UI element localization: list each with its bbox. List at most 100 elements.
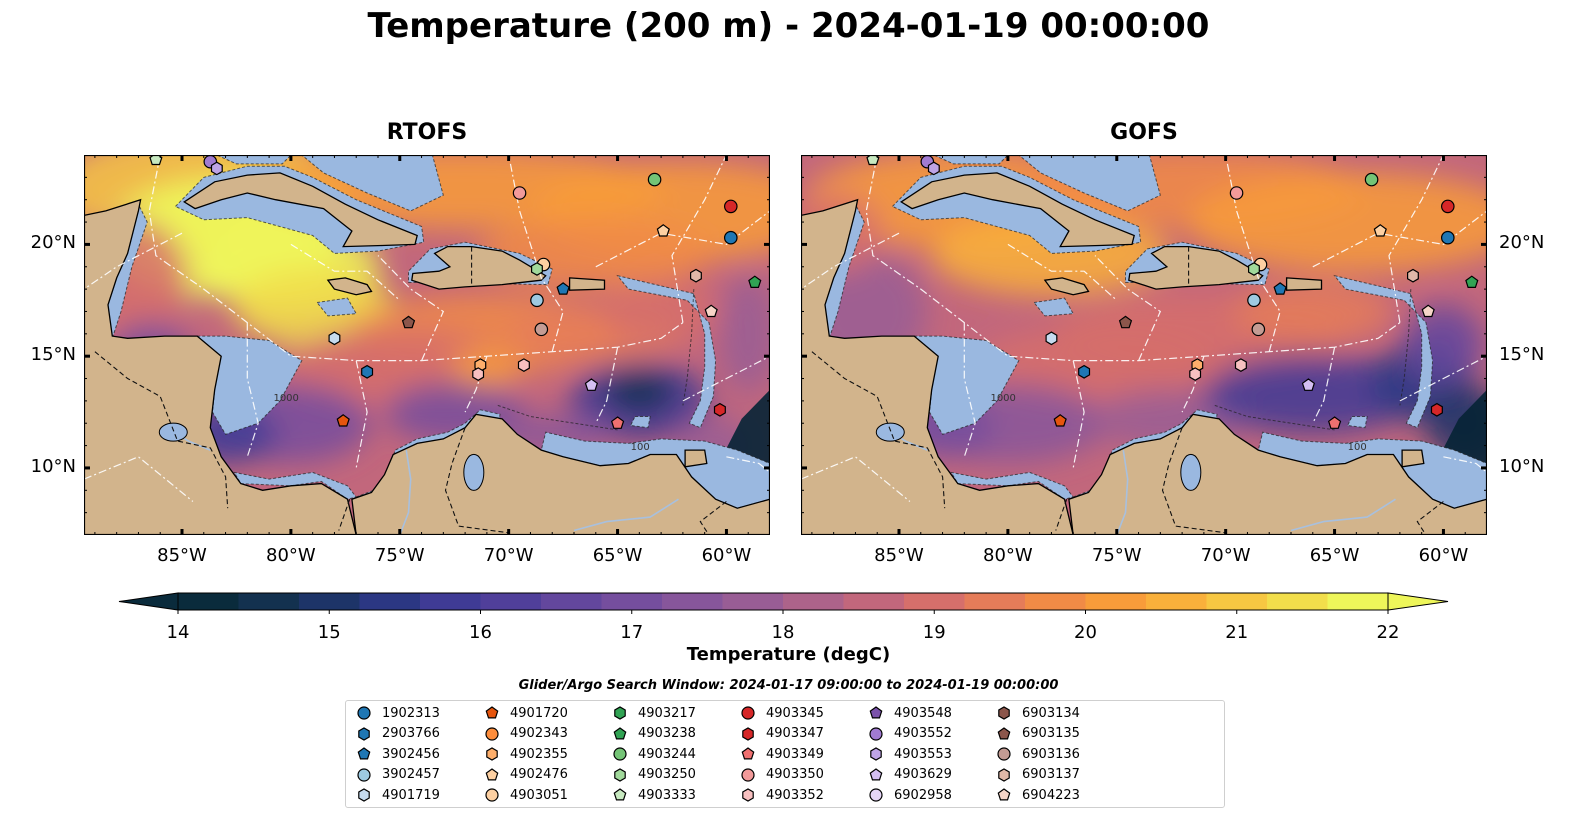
legend-label: 4903347 [766,726,824,741]
legend-label: 4903553 [894,746,952,762]
colorbar-segment [601,593,663,610]
hexagon-marker-icon [742,726,754,741]
float-marker-2903766[interactable] [1078,364,1091,379]
pentagon-marker-icon [485,767,499,780]
float-marker-4903350[interactable] [1229,186,1244,200]
float-marker-6903136[interactable] [534,322,549,337]
colorbar-segment [1267,593,1328,610]
legend-label: 4903629 [894,767,952,782]
legend-item-4903350: 4903350 [740,765,824,785]
legend-label: 4901720 [510,705,568,721]
hexagon-marker-icon [358,726,370,741]
pentagon-marker-icon [613,726,627,739]
float-marker-6903137[interactable] [689,268,702,283]
float-marker-4903345[interactable] [723,199,738,214]
hexagon-marker-icon [742,788,754,802]
colorbar-segment [1146,593,1207,610]
legend-item-6902958: 6902958 [868,785,952,805]
float-marker-4903345[interactable] [1440,199,1455,214]
float-marker-6904223[interactable] [704,304,718,318]
panel-title-rtofs: RTOFS [386,120,468,145]
float-marker-4903244[interactable] [1364,172,1379,187]
float-marker-4901720[interactable] [1053,414,1067,427]
float-marker-4903347[interactable] [713,402,726,417]
legend-item-2903766: 2903766 [356,724,440,744]
legend-item-6903134: 6903134 [996,703,1080,723]
float-marker-4903250[interactable] [531,262,543,276]
colorbar-segment [541,593,602,610]
colorbar-tick-label: 17 [620,622,643,643]
float-marker-4903629[interactable] [584,378,599,391]
legend-item-4902355: 4902355 [484,744,568,764]
float-marker-1902313[interactable] [723,230,738,245]
legend-item-4903347: 4903347 [740,724,824,744]
float-marker-4903553[interactable] [210,161,223,176]
float-marker-4901720[interactable] [336,414,350,427]
map-panel-rtofs: 1000 100 [84,155,770,535]
land [84,172,770,535]
colorbar-tick-label: 22 [1377,622,1400,643]
float-marker-4903349[interactable] [610,416,625,429]
circle-marker-icon [357,767,371,782]
lon-tick-label-left: 75°W [374,545,425,566]
pentagon-marker-icon [357,747,371,760]
lon-tick-label-left: 65°W [592,545,643,566]
contour-label: 1000 [273,393,298,404]
float-marker-4902476[interactable] [656,224,670,237]
float-marker-4901719[interactable] [1045,331,1058,346]
float-marker-4903238[interactable] [748,275,762,288]
float-marker-6903135[interactable] [401,315,416,329]
legend-label: 4903051 [510,787,568,803]
colorbar-segment [1327,593,1389,610]
float-marker-4903352[interactable] [472,367,485,381]
float-marker-4903347[interactable] [1430,402,1443,417]
pentagon-marker-icon [869,706,883,719]
float-marker-4903238[interactable] [1465,275,1479,288]
float-marker-3902456[interactable] [556,282,570,295]
float-marker-4902476[interactable] [1373,224,1387,237]
float-marker-1902313[interactable] [1440,230,1455,245]
contour-label: 100 [631,442,650,453]
pentagon-marker-icon [869,767,883,780]
float-marker-3902457[interactable] [1247,293,1261,308]
legend-label: 4903349 [766,746,824,762]
float-marker-4901719[interactable] [328,331,341,346]
lon-tick-label-left: 80°W [266,545,316,566]
float-marker-4903333[interactable] [866,155,880,166]
float-marker-2903766[interactable] [361,364,374,379]
float-marker-4903349[interactable] [1327,416,1342,429]
float-marker-4903333[interactable] [149,155,163,166]
legend-label: 4903217 [638,705,696,721]
lat-tick-label-right: 15°N [1499,344,1545,366]
legend-item-4903548: 4903548 [868,703,952,723]
float-marker-4903352[interactable] [517,358,530,372]
colorbar-tick-label: 21 [1225,622,1248,643]
float-marker-4903350[interactable] [512,186,527,200]
legend-item-4903629: 4903629 [868,765,952,785]
legend-label: 1902313 [382,705,440,721]
float-marker-6903136[interactable] [1251,322,1266,337]
float-marker-6903135[interactable] [1118,315,1133,329]
colorbar-segment [783,593,844,610]
legend-item-4903352: 4903352 [740,785,824,805]
float-marker-4903352[interactable] [1189,367,1202,381]
legend-item-4903349: 4903349 [740,744,824,764]
float-marker-4903553[interactable] [927,161,940,176]
legend-label: 6904223 [1022,787,1080,803]
float-marker-6903137[interactable] [1406,268,1419,283]
legend-item-4903244: 4903244 [612,744,696,764]
legend-item-6903137: 6903137 [996,765,1080,785]
float-markers [149,155,762,429]
float-marker-4903629[interactable] [1301,378,1316,391]
legend-label: 3902457 [382,767,440,782]
float-marker-4903352[interactable] [1234,358,1247,372]
float-marker-4903250[interactable] [1248,262,1260,276]
map-frame [801,155,1487,535]
float-marker-6904223[interactable] [1421,304,1435,318]
circle-marker-icon [869,726,883,741]
float-marker-4903244[interactable] [647,172,662,187]
colorbar-segment [480,593,542,610]
float-marker-3902457[interactable] [530,293,544,308]
float-marker-3902456[interactable] [1273,282,1287,295]
colorbar-segment [843,593,905,610]
